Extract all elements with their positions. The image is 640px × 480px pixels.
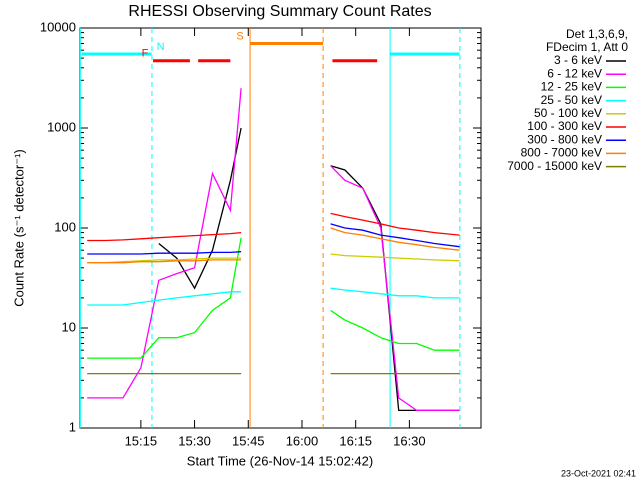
legend-label: 300 - 800 keV — [527, 132, 602, 146]
flag-label: S — [236, 30, 243, 42]
legend-header: Det 1,3,6,9, — [566, 27, 628, 41]
x-tick-label: 15:45 — [232, 433, 265, 448]
series-line — [87, 223, 460, 255]
legend-label: 7000 - 15000 keV — [507, 159, 602, 173]
x-tick-label: 16:00 — [286, 433, 319, 448]
y-tick-label: 100 — [54, 219, 76, 234]
x-tick-label: 15:15 — [125, 433, 158, 448]
x-tick-label: 15:30 — [178, 433, 211, 448]
y-tick-label: 1000 — [47, 119, 76, 134]
legend-label: 50 - 100 keV — [534, 106, 602, 120]
series-line — [87, 88, 460, 412]
y-tick-label: 1 — [69, 419, 76, 434]
chart-title: RHESSI Observing Summary Count Rates — [128, 3, 431, 20]
series-line — [87, 212, 460, 242]
y-axis-label: Count Rate (s⁻¹ detector⁻¹) — [11, 149, 26, 307]
legend-label: 800 - 7000 keV — [521, 146, 602, 160]
footer: 23-Oct-2021 02:41 — [561, 468, 636, 478]
legend-label: 100 - 300 keV — [527, 119, 602, 133]
y-tick-label: 10 — [62, 319, 76, 334]
series-line — [158, 127, 460, 412]
flag-label: N — [157, 41, 165, 53]
x-tick-label: 16:30 — [393, 433, 426, 448]
y-tick-label: 10000 — [40, 19, 76, 34]
series-line — [87, 227, 460, 264]
legend-label: 25 - 50 keV — [541, 93, 602, 107]
legend-label: 6 - 12 keV — [547, 66, 602, 80]
legend-label: 12 - 25 keV — [541, 80, 602, 94]
x-axis-label: Start Time (26-Nov-14 15:02:42) — [187, 453, 373, 468]
series-line — [87, 237, 460, 359]
legend-label: 3 - 6 keV — [554, 53, 602, 67]
series-line — [87, 287, 460, 306]
legend-header: FDecim 1, Att 0 — [546, 40, 628, 54]
x-tick-label: 16:15 — [339, 433, 372, 448]
flag-label: F — [142, 48, 149, 60]
